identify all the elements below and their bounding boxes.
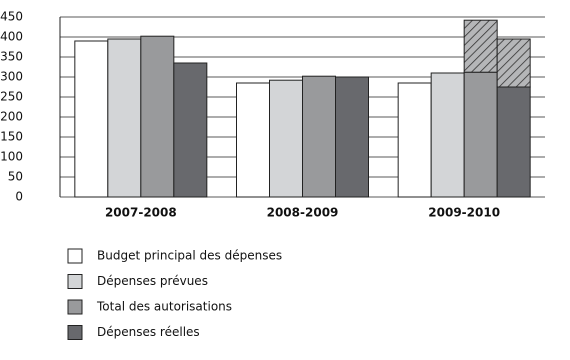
x-tick-label: 2008-2009 <box>267 206 339 220</box>
legend-swatch <box>67 299 83 315</box>
bar <box>140 35 175 198</box>
y-tick-label: 250 <box>0 90 23 104</box>
y-tick-label: 100 <box>0 150 23 164</box>
bar <box>397 82 432 198</box>
y-tick-label: 350 <box>0 50 23 64</box>
bar <box>430 72 465 198</box>
legend-swatch <box>67 274 83 289</box>
bar <box>496 86 531 198</box>
bar <box>302 75 336 198</box>
bar <box>269 79 303 198</box>
x-tick-label: 2007-2008 <box>105 206 177 220</box>
legend-label: Dépenses réelles <box>97 325 200 339</box>
y-tick-label: 50 <box>8 170 23 184</box>
y-tick-label: 300 <box>0 70 23 84</box>
hatched-segment <box>496 38 531 88</box>
bar <box>74 40 109 198</box>
y-tick-label: 150 <box>0 130 23 144</box>
legend-label: Dépenses prévues <box>97 274 208 288</box>
bar <box>463 71 498 198</box>
bar <box>236 82 270 198</box>
y-tick-label: 200 <box>0 110 23 124</box>
y-tick-label: 450 <box>0 10 23 24</box>
x-tick-label: 2009-2010 <box>428 206 500 220</box>
bar <box>335 76 369 198</box>
y-tick-label: 0 <box>15 190 23 204</box>
legend-label: Budget principal des dépenses <box>97 249 282 263</box>
y-tick-label: 400 <box>0 30 23 44</box>
legend-swatch <box>67 248 83 264</box>
bar <box>173 62 208 198</box>
hatched-segment <box>463 19 498 73</box>
legend-label: Total des autorisations <box>96 300 232 314</box>
bar <box>107 38 142 198</box>
legend-swatch <box>67 325 83 340</box>
